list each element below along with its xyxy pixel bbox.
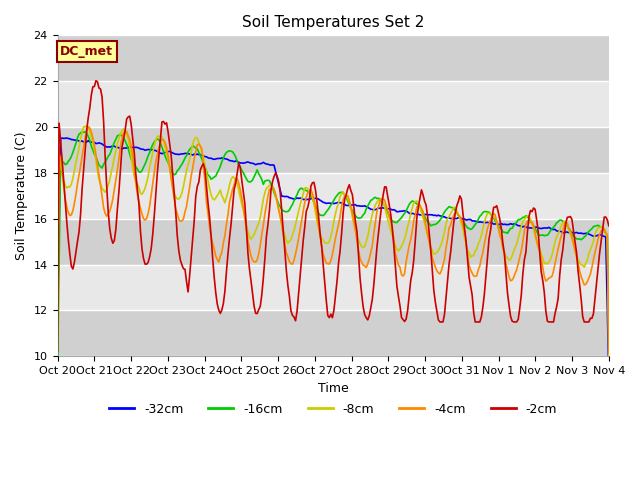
Bar — [58, 219, 609, 264]
X-axis label: Time: Time — [318, 382, 349, 395]
Bar — [58, 127, 609, 173]
Text: DC_met: DC_met — [60, 45, 113, 58]
Y-axis label: Soil Temperature (C): Soil Temperature (C) — [15, 132, 28, 260]
Bar — [58, 264, 609, 311]
Title: Soil Temperatures Set 2: Soil Temperatures Set 2 — [242, 15, 424, 30]
Bar — [58, 173, 609, 219]
Bar — [58, 36, 609, 81]
Bar — [58, 81, 609, 127]
Legend: -32cm, -16cm, -8cm, -4cm, -2cm: -32cm, -16cm, -8cm, -4cm, -2cm — [104, 398, 563, 420]
Bar — [58, 311, 609, 356]
